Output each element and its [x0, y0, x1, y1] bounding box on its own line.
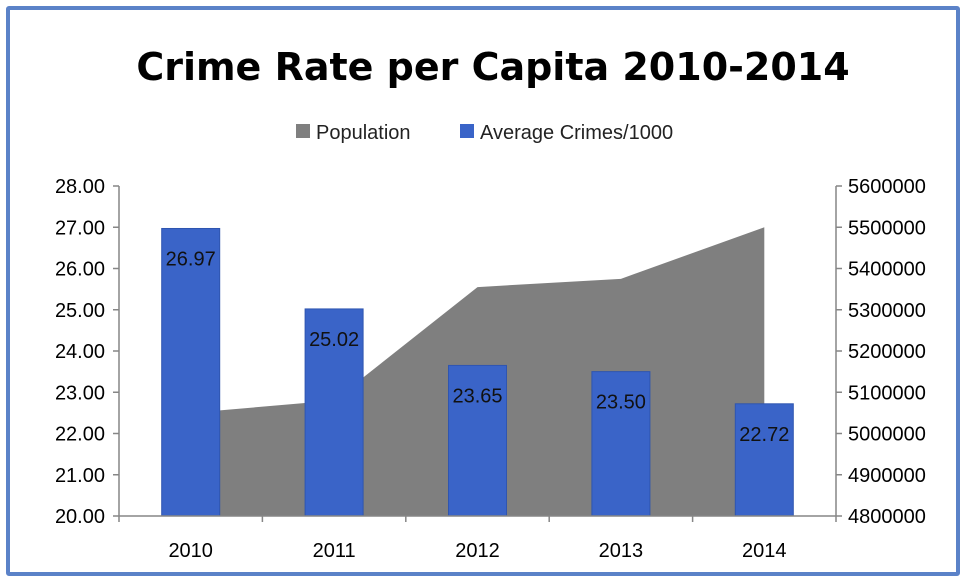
right-tick-label: 4900000 [848, 465, 926, 487]
left-tick-label: 28.00 [55, 176, 105, 198]
legend-label-crimes: Average Crimes/1000 [480, 122, 673, 144]
axes-layer: 20.00 21.00 22.00 23.00 24.00 25.00 26.00 27.00… [55, 176, 926, 562]
right-tick-label: 5000000 [848, 424, 926, 446]
chart-title: Crime Rate per Capita 2010-2014 [136, 45, 849, 89]
left-tick-label: 22.00 [55, 424, 105, 446]
left-tick-label: 21.00 [55, 465, 105, 487]
data-label: 22.72 [739, 424, 789, 446]
right-tick-label: 5100000 [848, 382, 926, 404]
left-tick-label: 25.00 [55, 300, 105, 322]
legend: Population Average Crimes/1000 [296, 122, 673, 144]
x-tick-label: 2011 [313, 540, 356, 562]
x-tick-label: 2012 [455, 540, 500, 562]
data-label: 23.50 [596, 392, 646, 414]
crime-bar-2012 [448, 364, 507, 517]
left-tick-label: 20.00 [55, 506, 105, 528]
legend-swatch-crimes [460, 124, 474, 138]
crime-bar-2010 [161, 227, 221, 517]
left-tick-label: 23.00 [55, 382, 105, 404]
right-tick-label: 5600000 [848, 176, 926, 198]
data-label: 25.02 [309, 329, 359, 351]
data-label: 26.97 [166, 248, 216, 270]
legend-label-population: Population [316, 122, 411, 144]
x-tick-label: 2010 [168, 540, 213, 562]
data-label: 23.65 [452, 385, 502, 407]
left-tick-label: 27.00 [55, 217, 105, 239]
right-tick-label: 5300000 [848, 300, 926, 322]
left-tick-label: 24.00 [55, 341, 105, 363]
right-tick-label: 5500000 [848, 217, 926, 239]
left-tick-label: 26.00 [55, 259, 105, 281]
data-labels-layer: 26.97 25.02 23.65 23.50 22.72 [166, 248, 790, 445]
right-tick-label: 5400000 [848, 259, 926, 281]
crime-bar-2011 [304, 308, 364, 517]
x-tick-label: 2013 [599, 540, 644, 562]
crime-bar-2014 [734, 403, 794, 517]
legend-swatch-population [296, 124, 310, 138]
x-tick-label: 2014 [742, 540, 787, 562]
right-tick-label: 5200000 [848, 341, 926, 363]
right-tick-label: 4800000 [848, 506, 926, 528]
